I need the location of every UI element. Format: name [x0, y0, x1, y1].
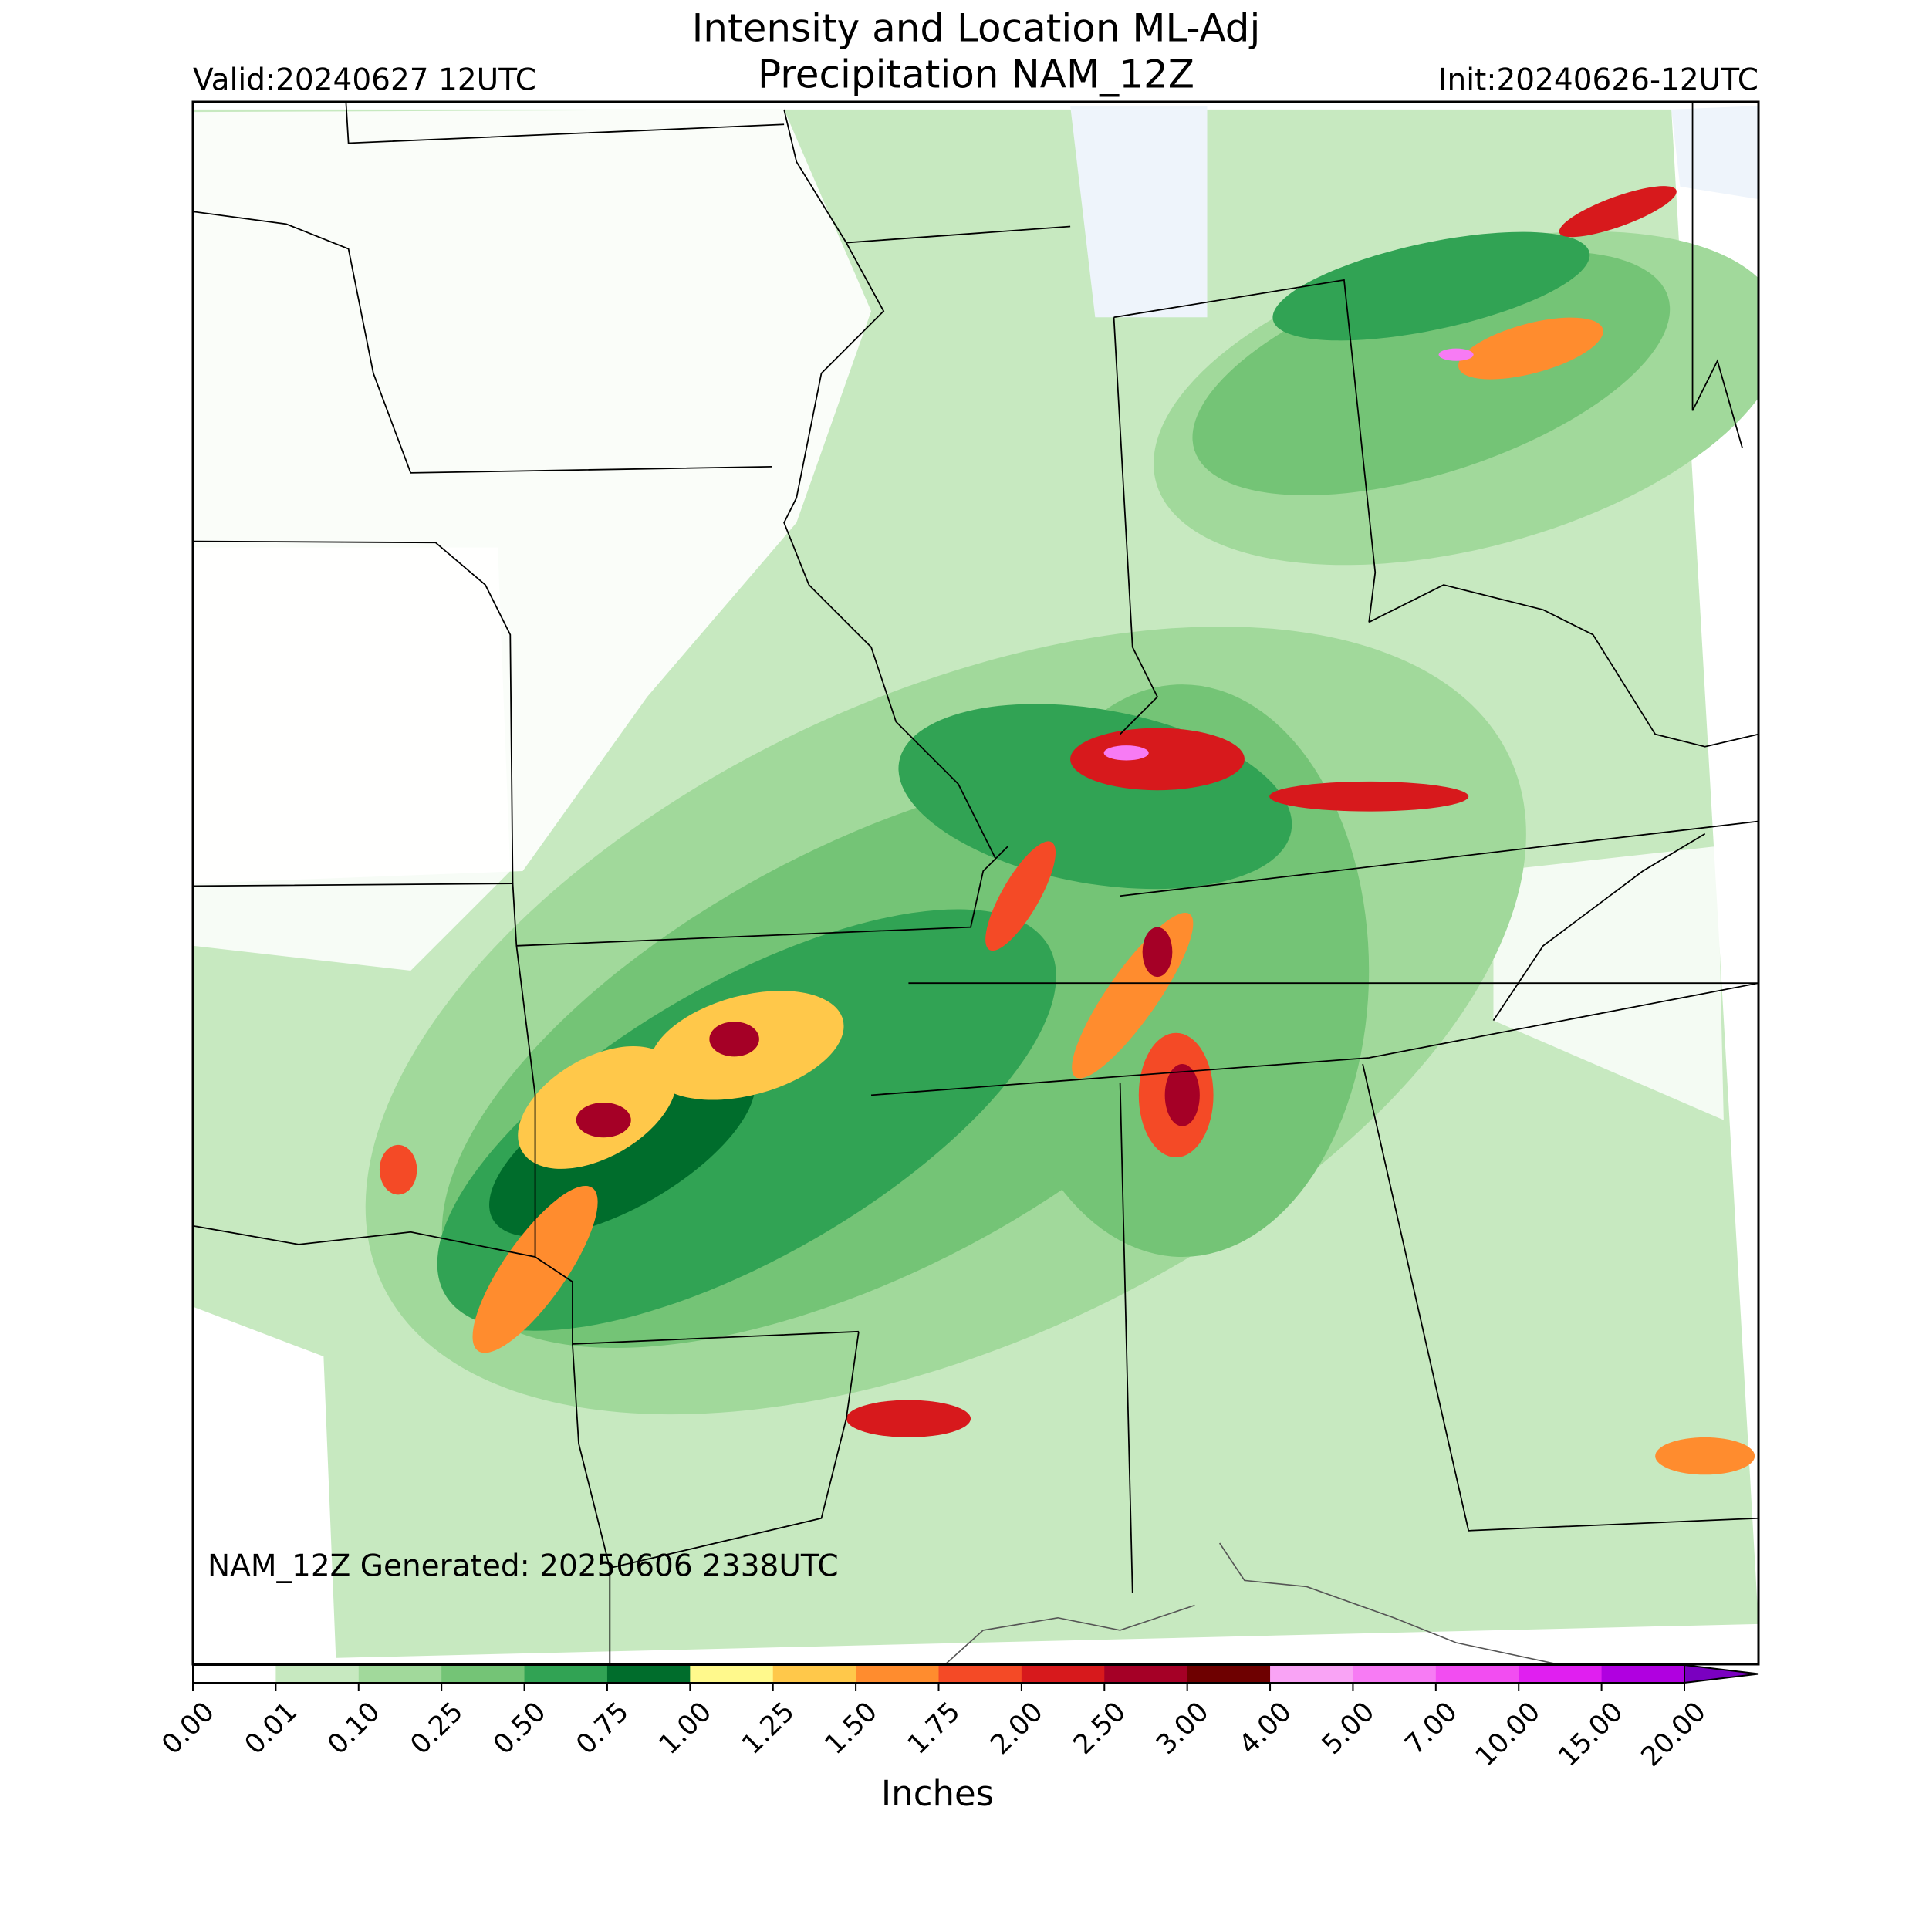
colorbar-tick-label: 2.00	[985, 1697, 1049, 1761]
colorbar-bin	[1021, 1665, 1105, 1683]
lake	[1070, 106, 1208, 318]
title-line: Precipitation NAM_12Z	[758, 52, 1194, 97]
colorbar-bin	[690, 1665, 774, 1683]
colorbar: 0.00 0.01 0.10 0.25 0.50 0.75 1.00 1.25 1.50 1.75…	[157, 1663, 1759, 1773]
colorbar-tick-label: 0.01	[239, 1697, 303, 1761]
colorbar-extend	[1684, 1663, 1759, 1684]
colorbar-tick-label: 2.50	[1068, 1697, 1132, 1761]
colorbar-tick-label: 20.00	[1636, 1697, 1712, 1773]
colorbar-bin	[275, 1665, 360, 1683]
lake	[1671, 106, 1759, 200]
valid-time: Valid:20240627 12UTC	[193, 63, 536, 98]
colorbar-tick-label: 5.00	[1316, 1697, 1380, 1761]
colorbar-tick-label: 15.00	[1552, 1697, 1629, 1773]
colorbar-tick-label: 1.25	[736, 1697, 800, 1761]
colorbar-bin	[524, 1665, 608, 1683]
colorbar-bin	[1270, 1665, 1353, 1683]
dry-area	[192, 547, 511, 971]
colorbar-tick-label: 1.50	[819, 1697, 883, 1761]
title-line: Intensity and Location ML-Adj	[692, 6, 1261, 51]
colorbar-tick-label: 0.00	[157, 1697, 221, 1761]
colorbar-bin	[193, 1665, 276, 1683]
dry-area	[192, 1306, 336, 1662]
colorbar-tick-label: 0.10	[322, 1697, 386, 1761]
colorbar-bin	[1519, 1665, 1603, 1683]
generated-note: NAM_12Z Generated: 20250606 2338UTC	[208, 1549, 839, 1584]
init-time: Init:20240626-12UTC	[1438, 63, 1758, 98]
colorbar-bin	[1435, 1665, 1519, 1683]
colorbar-bin	[772, 1665, 856, 1683]
colorbar-bin	[606, 1665, 691, 1683]
colorbar-tick-label: 10.00	[1470, 1697, 1546, 1773]
colorbar-tick-label: 0.75	[570, 1697, 634, 1761]
colorbar-tick-label: 1.75	[902, 1697, 966, 1761]
colorbar-bin	[1104, 1665, 1188, 1683]
colorbar-bin	[358, 1665, 442, 1683]
colorbar-bin	[1187, 1665, 1271, 1683]
colorbar-tick-label: 4.00	[1234, 1697, 1298, 1761]
colorbar-bin	[441, 1665, 525, 1683]
colorbar-tick-label: 1.00	[654, 1697, 718, 1761]
colorbar-tick-label: 0.25	[405, 1697, 469, 1761]
colorbar-tick-label: 7.00	[1399, 1697, 1463, 1761]
precip-map	[192, 102, 1759, 1664]
colorbar-tick-label: 3.00	[1150, 1697, 1214, 1761]
colorbar-bin	[1353, 1665, 1437, 1683]
colorbar-bin	[1601, 1665, 1685, 1683]
colorbar-bin	[856, 1665, 939, 1683]
colorbar-bin	[938, 1665, 1022, 1683]
colorbar-tick-label: 0.50	[488, 1697, 552, 1761]
colorbar-label: Inches	[881, 1773, 994, 1814]
